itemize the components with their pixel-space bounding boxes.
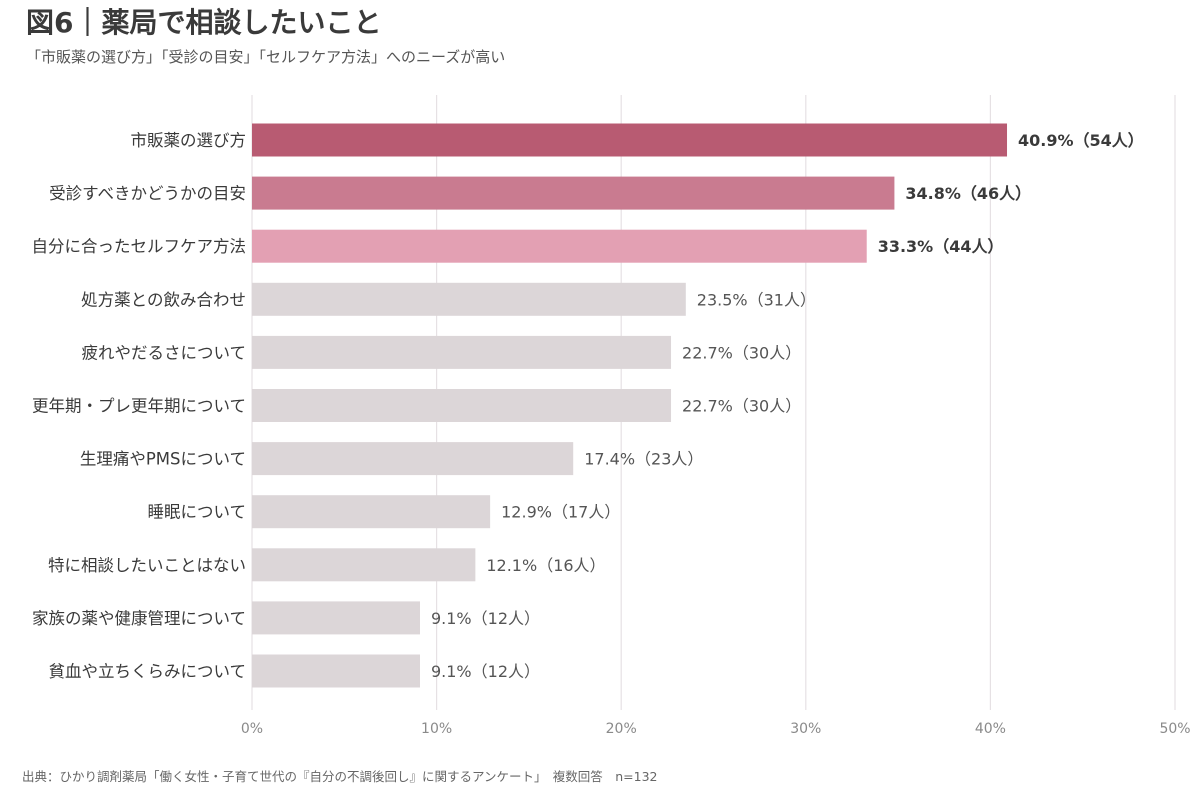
category-label: 更年期・プレ更年期について xyxy=(32,397,246,416)
data-label: 12.1%（16人） xyxy=(486,556,605,575)
data-label: 9.1%（12人） xyxy=(431,609,540,628)
bar xyxy=(252,335,672,369)
x-tick-label: 0% xyxy=(241,721,263,737)
data-label: 17.4%（23人） xyxy=(584,450,703,469)
chart-title: 図6｜薬局で相談したいこと xyxy=(26,6,382,39)
data-label: 22.7%（30人） xyxy=(682,397,801,416)
bar xyxy=(252,123,1008,157)
category-label: 処方薬との飲み合わせ xyxy=(81,290,246,309)
x-tick-label: 20% xyxy=(606,721,637,737)
bar xyxy=(252,654,420,688)
category-label: 自分に合ったセルフケア方法 xyxy=(32,237,247,256)
bar xyxy=(252,176,895,210)
category-label: 疲れやだるさについて xyxy=(81,343,246,362)
chart-subtitle: 「市販薬の選び方」「受診の目安」「セルフケア方法」へのニーズが高い xyxy=(26,48,506,66)
bar xyxy=(252,389,672,422)
source-note: 出典：ひかり調剤薬局「働く女性・子育て世代の『自分の不調後回し』に関するアンケー… xyxy=(22,769,658,784)
category-label: 貧血や立ちくらみについて xyxy=(48,662,246,681)
data-label: 34.8%（46人） xyxy=(905,184,1031,203)
data-label: 40.9%（54人） xyxy=(1018,131,1144,150)
x-tick-label: 50% xyxy=(1159,721,1190,737)
data-label: 12.9%（17人） xyxy=(501,503,620,522)
category-label: 生理痛やPMSについて xyxy=(80,450,246,469)
bar xyxy=(252,229,867,263)
data-label: 33.3%（44人） xyxy=(878,237,1004,256)
bar-chart: 0% 10% 20% 30% 40% 50% 市販薬の選び方 40.9%（54人） 受診すべきか… xyxy=(32,95,1191,737)
category-label: 特に相談したいことはない xyxy=(48,556,246,575)
x-tick-label: 40% xyxy=(975,721,1006,737)
category-label: 受診すべきかどうかの目安 xyxy=(49,184,246,203)
category-label: 市販薬の選び方 xyxy=(131,131,247,150)
category-label: 家族の薬や健康管理について xyxy=(32,609,246,628)
chart-area: 0% 10% 20% 30% 40% 50% 市販薬の選び方 40.9%（54人） 受診すべきか… xyxy=(0,90,1200,740)
data-label: 9.1%（12人） xyxy=(431,662,540,681)
x-tick-label: 30% xyxy=(790,721,821,737)
bar xyxy=(252,282,686,316)
chart-header: 図6｜薬局で相談したいこと 「市販薬の選び方」「受診の目安」「セルフケア方法」へ… xyxy=(26,6,1176,67)
data-label: 22.7%（30人） xyxy=(682,343,801,362)
data-label: 23.5%（31人） xyxy=(697,290,816,309)
bar xyxy=(252,601,420,635)
category-label: 睡眠について xyxy=(147,503,246,522)
x-tick-label: 10% xyxy=(421,721,452,737)
bar xyxy=(252,548,476,582)
bar xyxy=(252,442,574,476)
bar xyxy=(252,495,491,529)
